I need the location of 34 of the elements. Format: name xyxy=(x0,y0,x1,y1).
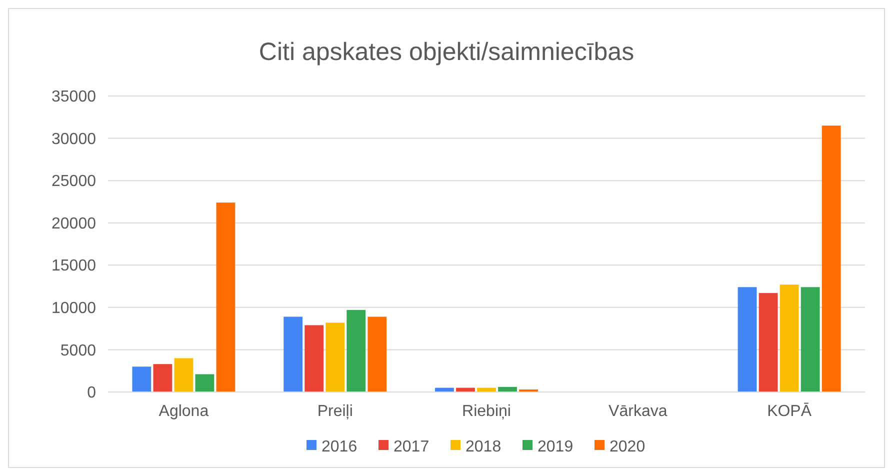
legend-label: 2016 xyxy=(322,438,358,456)
y-tick-label: 10000 xyxy=(52,300,96,318)
legend-label: 2019 xyxy=(538,438,574,456)
y-tick-label: 30000 xyxy=(52,130,96,148)
bar xyxy=(738,287,757,392)
bar xyxy=(132,366,152,392)
bar xyxy=(216,202,236,392)
y-tick-label: 20000 xyxy=(52,215,96,232)
legend-label: 2017 xyxy=(394,438,430,456)
bar xyxy=(153,364,172,392)
y-tick-label: 15000 xyxy=(52,258,96,275)
legend-label: 2018 xyxy=(466,438,502,456)
y-tick-label: 25000 xyxy=(52,173,96,190)
x-tick-label: KOPĀ xyxy=(767,402,812,420)
legend-label: 2020 xyxy=(610,438,646,456)
y-tick-label: 0 xyxy=(87,384,96,402)
y-tick-label: 35000 xyxy=(52,88,96,106)
bar xyxy=(326,322,345,392)
bar xyxy=(822,126,841,392)
x-tick-label: Riebiņi xyxy=(462,403,511,420)
y-tick-label: 5000 xyxy=(60,342,96,360)
bar xyxy=(758,293,778,392)
bar xyxy=(304,325,324,392)
x-tick-label: Aglona xyxy=(158,403,209,420)
x-tick-label: Vārkava xyxy=(608,403,668,420)
bar xyxy=(195,374,214,392)
chart-title: Citi apskates objekti/saimniecības xyxy=(258,38,634,66)
bar xyxy=(284,316,303,392)
bar xyxy=(780,284,799,392)
bar xyxy=(174,358,194,392)
x-tick-label: Preiļi xyxy=(317,403,353,420)
bar xyxy=(368,316,387,392)
bar xyxy=(346,310,366,392)
bar xyxy=(800,287,820,392)
